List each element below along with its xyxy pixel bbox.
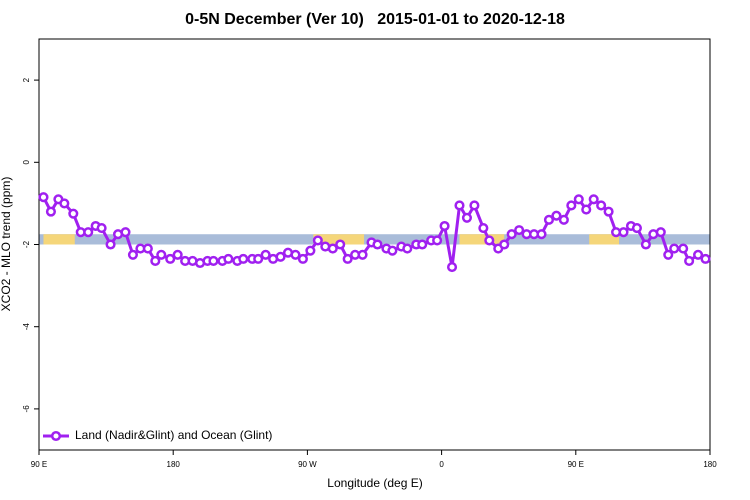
data-point [165,253,176,264]
y-tick-label: -6 [22,405,31,413]
data-point [59,198,70,209]
y-axis-label: XCO2 - MLO trend (ppm) [0,177,13,312]
data-point [83,227,94,238]
data-point [469,200,480,211]
x-tick-label: 90 E [31,460,47,469]
data-point [684,255,695,266]
data-point [640,239,651,250]
land-span [459,234,505,245]
data-point [142,243,153,254]
data-point [506,229,517,240]
legend-marker [50,430,62,442]
data-point [275,251,286,262]
data-point [45,206,56,217]
data-point [618,227,629,238]
chart-title: 0-5N December (Ver 10) 2015-01-01 to 202… [185,11,565,28]
data-point [603,206,614,217]
data-point [678,243,689,254]
data-point [536,229,547,240]
data-point [439,220,450,232]
data-point [305,245,316,256]
data-point [253,253,264,264]
x-tick-label: 180 [703,460,717,469]
data-point [499,239,510,250]
data-point [96,223,107,234]
data-point [478,223,489,234]
data-point [260,249,271,260]
data-point [669,243,680,254]
data-point [655,227,666,238]
land-span [589,234,620,245]
data-point [700,253,711,264]
data-point [693,249,704,260]
land-span [43,234,75,245]
data-point [150,255,161,266]
data-point [156,249,167,260]
data-point [417,239,428,250]
x-tick-label: 90 W [298,460,317,469]
data-point [68,208,79,219]
data-point [432,235,443,246]
data-point [357,249,368,260]
data-point [402,243,413,254]
data-point [454,200,465,211]
data-point [38,192,49,203]
data-point [335,239,346,250]
legend-label: Land (Nadir&Glint) and Ocean (Glint) [75,428,272,442]
x-axis-label: Longitude (deg E) [327,476,422,490]
data-point [105,239,116,250]
data-point [566,200,577,211]
data-point [484,235,495,246]
data-point [290,249,301,260]
data-point [581,204,592,215]
data-point [342,253,353,264]
data-point [543,214,555,225]
data-point [297,253,308,264]
data-point [631,223,642,234]
data-point [387,245,398,256]
data-point [127,249,138,260]
data-point [223,253,234,264]
data-point [588,194,599,205]
x-tick-label: 90 E [568,460,584,469]
data-point [663,249,674,260]
land-span [313,234,365,245]
x-tick-label: 180 [167,460,181,469]
y-tick-label: 2 [22,77,31,82]
data-point [312,235,323,246]
data-point [551,210,562,221]
y-tick-label: -2 [22,240,31,248]
data-point [327,243,338,254]
data-point [172,249,183,260]
data-point [120,227,131,238]
data-point [372,239,383,250]
data-point [596,200,607,211]
x-tick-label: 0 [439,460,444,469]
data-point [238,253,249,264]
data-point [461,212,472,223]
y-tick-label: -4 [22,323,31,331]
data-point [514,225,525,236]
data-point [446,262,458,273]
data-point [558,214,569,225]
data-point [573,194,584,205]
data-point [208,255,219,266]
y-tick-label: 0 [22,160,31,165]
